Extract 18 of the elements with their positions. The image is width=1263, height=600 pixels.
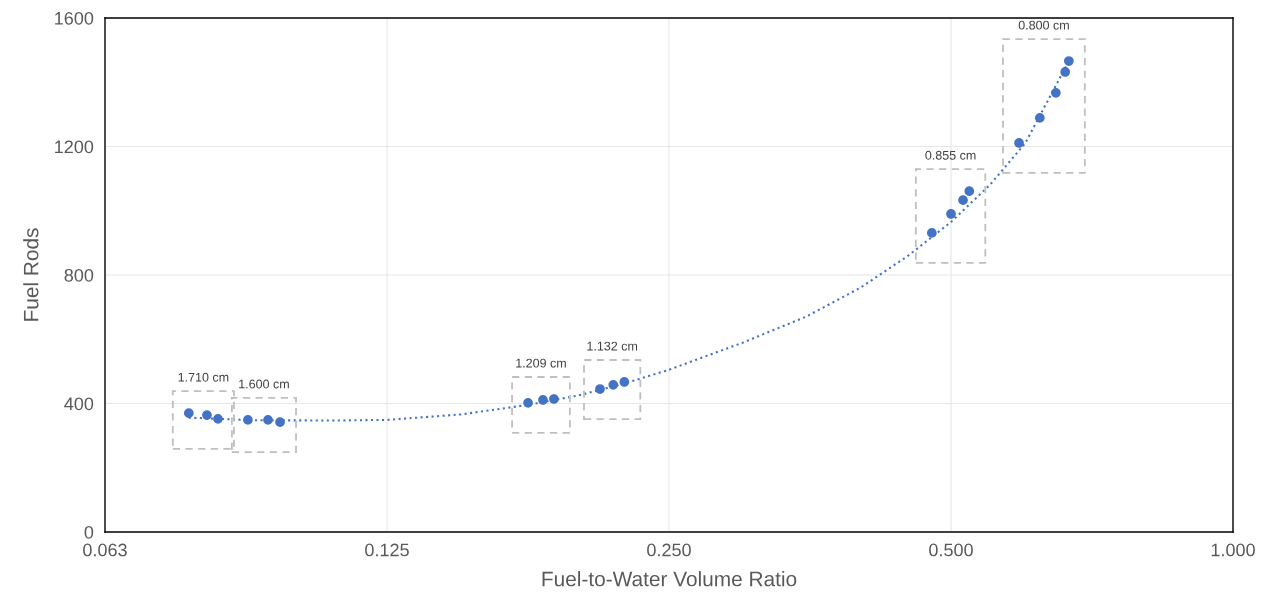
- annotation: 0.855 cm: [925, 150, 976, 160]
- annotation: 1.132 cm: [587, 341, 638, 351]
- x-tick-label: 0.500: [929, 543, 973, 557]
- y-tick-label: 1600: [55, 11, 94, 25]
- annotation: 0.800 cm: [1018, 20, 1069, 30]
- annotation: 1.710 cm: [178, 372, 229, 382]
- x-tick-label: 1.000: [1211, 543, 1255, 557]
- y-axis-title: Fuel Rods: [23, 228, 39, 321]
- y-tick-label: 400: [64, 397, 94, 411]
- x-tick-label: 0.250: [647, 543, 691, 557]
- y-tick-label: 1200: [55, 140, 94, 154]
- x-axis-title: Fuel-to-Water Volume Ratio: [542, 571, 797, 587]
- x-tick-label: 0.063: [83, 543, 127, 557]
- annotation: 1.209 cm: [516, 358, 566, 368]
- y-tick-label: 800: [64, 268, 94, 282]
- y-tick-label: 0: [84, 525, 94, 539]
- x-tick-label: 0.125: [365, 543, 409, 557]
- annotation: 1.600 cm: [239, 379, 289, 389]
